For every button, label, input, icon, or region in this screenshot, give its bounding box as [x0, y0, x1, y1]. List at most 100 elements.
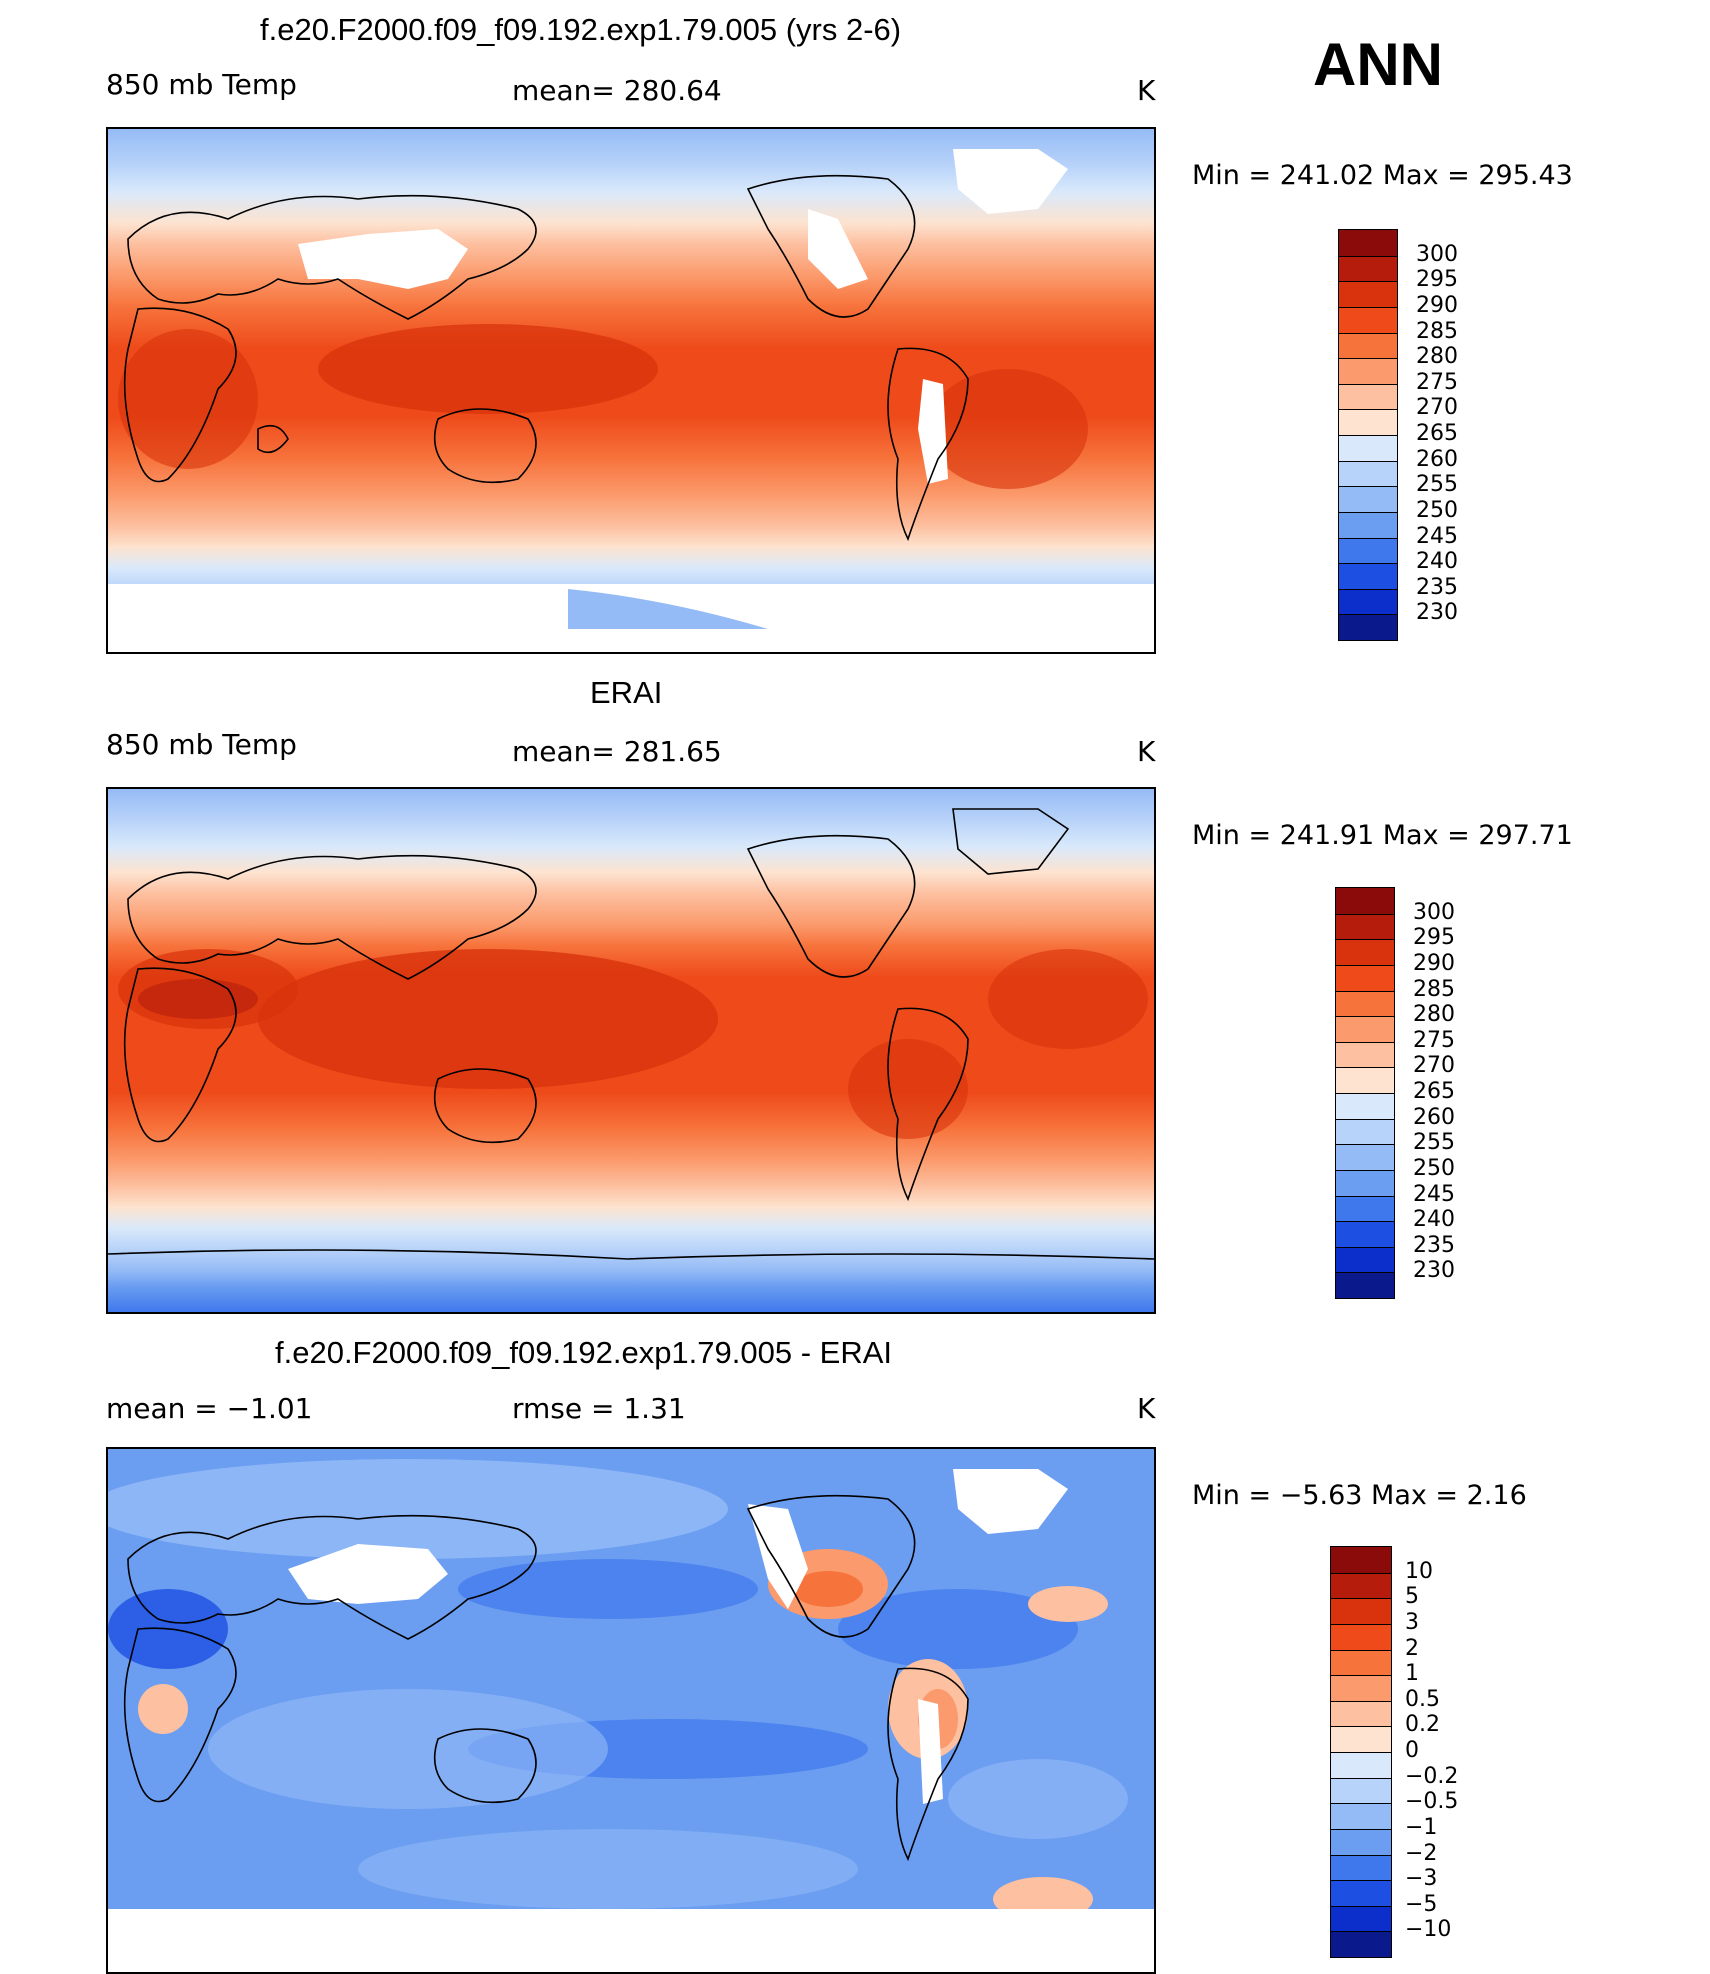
panel2-colorbar-tick-label: 290 [1413, 950, 1455, 976]
panel1-map [106, 127, 1156, 654]
panel2-colorbar-swatch [1336, 888, 1394, 914]
panel1-colorbar-swatch [1339, 358, 1397, 384]
panel1-map-field [108, 129, 1154, 652]
panel2-colorbar-swatch [1336, 939, 1394, 965]
panel2-colorbar-swatch [1336, 1144, 1394, 1170]
panel1-colorbar-tick-label: 265 [1416, 421, 1458, 446]
season-label: ANN [1313, 31, 1443, 98]
panel1-colorbar-tick-label: 275 [1416, 369, 1458, 395]
panel2-colorbar-tick-label: 265 [1413, 1079, 1455, 1104]
panel1-mean-label: mean= 280.64 [512, 74, 722, 107]
panel3-colorbar-tick-label: 0.2 [1405, 1712, 1440, 1738]
panel2-colorbar-swatch [1336, 913, 1394, 940]
panel3-colorbar-swatch [1331, 1649, 1391, 1676]
panel2-colorbar-tick-label: 255 [1413, 1130, 1455, 1156]
panel3-colorbar-tick-label: −1 [1405, 1814, 1438, 1840]
panel2-map [106, 787, 1156, 1314]
panel2-colorbar [1335, 887, 1395, 1299]
panel2-colorbar-swatch [1336, 1169, 1394, 1196]
panel3-colorbar-swatch [1331, 1752, 1391, 1778]
panel3-minmax: Min = −5.63 Max = 2.16 [1192, 1480, 1527, 1511]
panel1-title: f.e20.F2000.f09_f09.192.exp1.79.005 (yrs… [260, 12, 902, 47]
panel3-units-label: K [1137, 1392, 1156, 1425]
panel3-colorbar-swatch [1331, 1700, 1391, 1727]
panel1-colorbar-swatch [1339, 511, 1397, 538]
panel1-colorbar-tick-label: 285 [1416, 318, 1458, 344]
panel1-colorbar-tick-label: 290 [1416, 292, 1458, 318]
panel1-colorbar-tick-label: 255 [1416, 472, 1458, 498]
panel3-colorbar-swatch [1331, 1905, 1391, 1932]
panel2-mean-label: mean= 281.65 [512, 735, 722, 768]
panel3-colorbar-tick-label: −5 [1405, 1891, 1438, 1917]
panel3-colorbar-tick-label: 5 [1405, 1584, 1419, 1610]
panel3-colorbar-swatch [1331, 1572, 1391, 1599]
panel2-units-label: K [1137, 735, 1156, 768]
panel3-map-field [108, 1449, 1154, 1972]
panel2-colorbar-tick-label: 275 [1413, 1027, 1455, 1053]
panel2-title: ERAI [590, 675, 663, 710]
panel1-variable-label: 850 mb Temp [106, 68, 297, 101]
panel2-colorbar-swatch [1336, 1016, 1394, 1042]
panel3-colorbar-tick-label: 3 [1405, 1609, 1419, 1635]
panel3-colorbar-tick-label: −2 [1405, 1840, 1438, 1866]
panel3-colorbar-swatch [1331, 1931, 1391, 1957]
panel3-map [106, 1447, 1156, 1974]
panel2-colorbar-swatch [1336, 990, 1394, 1017]
panel1-colorbar-swatch [1339, 255, 1397, 282]
panel2-colorbar-tick-label: 295 [1413, 925, 1455, 951]
panel2-colorbar-tick-label: 270 [1413, 1053, 1455, 1079]
panel1-colorbar-tick-label: 270 [1416, 395, 1458, 421]
panel2-colorbar-swatch [1336, 1041, 1394, 1068]
panel2-colorbar-tick-label: 300 [1413, 899, 1455, 925]
panel2-colorbar-swatch [1336, 1067, 1394, 1093]
panel3-colorbar-tick-label: −10 [1405, 1917, 1452, 1943]
panel2-colorbar-swatch [1336, 964, 1394, 991]
panel2-colorbar-tick-label: 235 [1413, 1232, 1455, 1258]
panel2-colorbar-swatch [1336, 1118, 1394, 1145]
panel1-colorbar-swatch [1339, 614, 1397, 640]
panel3-colorbar-swatch [1331, 1547, 1391, 1573]
panel2-colorbar-swatch [1336, 1093, 1394, 1119]
panel1-colorbar-tick-label: 240 [1416, 549, 1458, 575]
panel3-colorbar-swatch [1331, 1598, 1391, 1624]
panel3-colorbar-tick-label: 0 [1405, 1738, 1419, 1763]
panel3-colorbar-tick-label: 2 [1405, 1635, 1419, 1661]
panel1-colorbar-swatch [1339, 306, 1397, 333]
panel2-colorbar-tick-label: 240 [1413, 1207, 1455, 1233]
panel1-colorbar-tick-label: 235 [1416, 574, 1458, 600]
panel1-colorbar-swatch [1339, 537, 1397, 564]
panel2-colorbar-tick-label: 250 [1413, 1155, 1455, 1181]
panel3-colorbar-tick-label: −0.5 [1405, 1789, 1459, 1815]
panel3-colorbar-tick-label: −0.2 [1405, 1763, 1459, 1789]
panel3-colorbar [1330, 1546, 1392, 1958]
panel2-colorbar-tick-label: 230 [1413, 1258, 1455, 1284]
panel1-colorbar-swatch [1339, 435, 1397, 461]
panel1-colorbar-tick-label: 250 [1416, 497, 1458, 523]
panel1-units-label: K [1137, 74, 1156, 107]
panel2-variable-label: 850 mb Temp [106, 728, 297, 761]
panel1-colorbar-swatch [1339, 588, 1397, 615]
panel2-colorbar-swatch [1336, 1221, 1394, 1247]
panel1-colorbar-swatch [1339, 332, 1397, 359]
panel2-colorbar-tick-label: 285 [1413, 976, 1455, 1002]
panel1-colorbar-swatch [1339, 281, 1397, 307]
panel2-minmax: Min = 241.91 Max = 297.71 [1192, 820, 1573, 851]
panel2-colorbar-tick-label: 245 [1413, 1181, 1455, 1207]
panel1-colorbar-tick-label: 280 [1416, 344, 1458, 370]
panel1-colorbar-tick-label: 300 [1416, 241, 1458, 267]
panel3-colorbar-swatch [1331, 1777, 1391, 1804]
panel3-title: f.e20.F2000.f09_f09.192.exp1.79.005 - ER… [275, 1335, 893, 1370]
panel2-colorbar-tick-label: 280 [1413, 1002, 1455, 1028]
panel2-colorbar-swatch [1336, 1195, 1394, 1222]
panel1-colorbar-tick-label: 295 [1416, 267, 1458, 293]
panel3-colorbar-swatch [1331, 1623, 1391, 1650]
panel3-colorbar-tick-label: 10 [1405, 1558, 1433, 1584]
panel1-colorbar-swatch [1339, 409, 1397, 435]
panel3-colorbar-swatch [1331, 1726, 1391, 1752]
panel1-colorbar-tick-label: 230 [1416, 600, 1458, 626]
panel3-colorbar-swatch [1331, 1803, 1391, 1829]
panel2-colorbar-tick-label: 260 [1413, 1104, 1455, 1130]
panel3-colorbar-swatch [1331, 1880, 1391, 1906]
panel3-rmse-label: rmse = 1.31 [512, 1392, 686, 1425]
panel2-colorbar-swatch [1336, 1246, 1394, 1273]
